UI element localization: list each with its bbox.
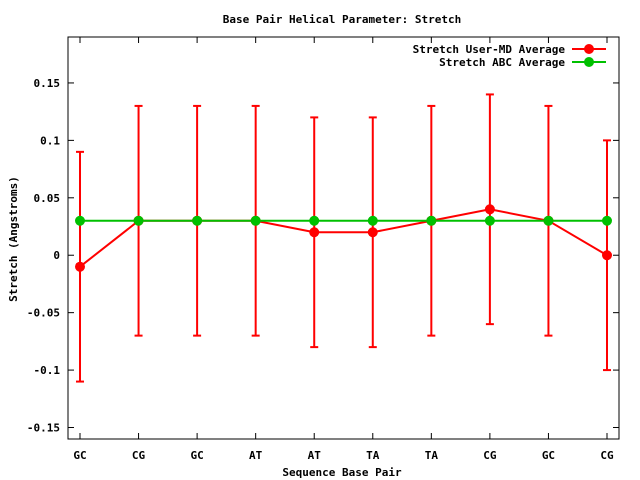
data-point-abc [426, 215, 437, 226]
legend-label: Stretch User-MD Average [413, 43, 566, 56]
x-tick-label: TA [425, 449, 439, 462]
y-tick-label: 0.1 [40, 134, 60, 147]
plot-frame [67, 36, 620, 440]
legend-swatch-marker [584, 44, 594, 54]
y-tick-label: -0.05 [27, 307, 60, 320]
y-axis: -0.15 -0.1 -0.05 0 0.05 0.1 0.15 [27, 77, 619, 435]
x-tick-label: GC [190, 449, 203, 462]
data-point-abc [367, 215, 378, 226]
y-tick-label: -0.1 [34, 364, 61, 377]
data-point-abc [484, 215, 495, 226]
x-tick-label: GC [73, 449, 86, 462]
x-tick-label: AT [249, 449, 263, 462]
x-tick-label: AT [308, 449, 322, 462]
data-point-user-md [484, 204, 495, 215]
data-point-abc [133, 215, 144, 226]
data-point-abc [543, 215, 554, 226]
y-axis-label: Stretch (Angstroms) [7, 176, 20, 302]
data-point-abc [602, 215, 612, 226]
chart-title: Base Pair Helical Parameter: Stretch [223, 13, 461, 26]
data-point-abc [250, 215, 261, 226]
legend-label: Stretch ABC Average [439, 56, 565, 69]
y-tick-label: 0.05 [34, 192, 61, 205]
x-axis: GC CG GC AT AT TA TA CG GC CG [73, 37, 614, 462]
x-tick-label: CG [600, 449, 614, 462]
x-tick-label: CG [483, 449, 497, 462]
x-tick-label: GC [542, 449, 555, 462]
data-point-user-md [75, 261, 85, 272]
data-point-user-md [309, 227, 320, 238]
x-axis-label: Sequence Base Pair [282, 466, 402, 479]
y-tick-label: 0 [53, 249, 60, 262]
x-tick-label: TA [366, 449, 380, 462]
x-tick-label: CG [132, 449, 146, 462]
y-tick-label: -0.15 [27, 422, 60, 435]
data-point-user-md [602, 250, 612, 261]
y-tick-label: 0.15 [34, 77, 61, 90]
series-layer [75, 93, 612, 383]
data-point-abc [192, 215, 203, 226]
data-point-abc [309, 215, 320, 226]
series-line-user-md [79, 208, 608, 268]
legend-swatch-marker [584, 57, 594, 67]
data-point-abc [75, 215, 85, 226]
data-point-user-md [367, 227, 378, 238]
